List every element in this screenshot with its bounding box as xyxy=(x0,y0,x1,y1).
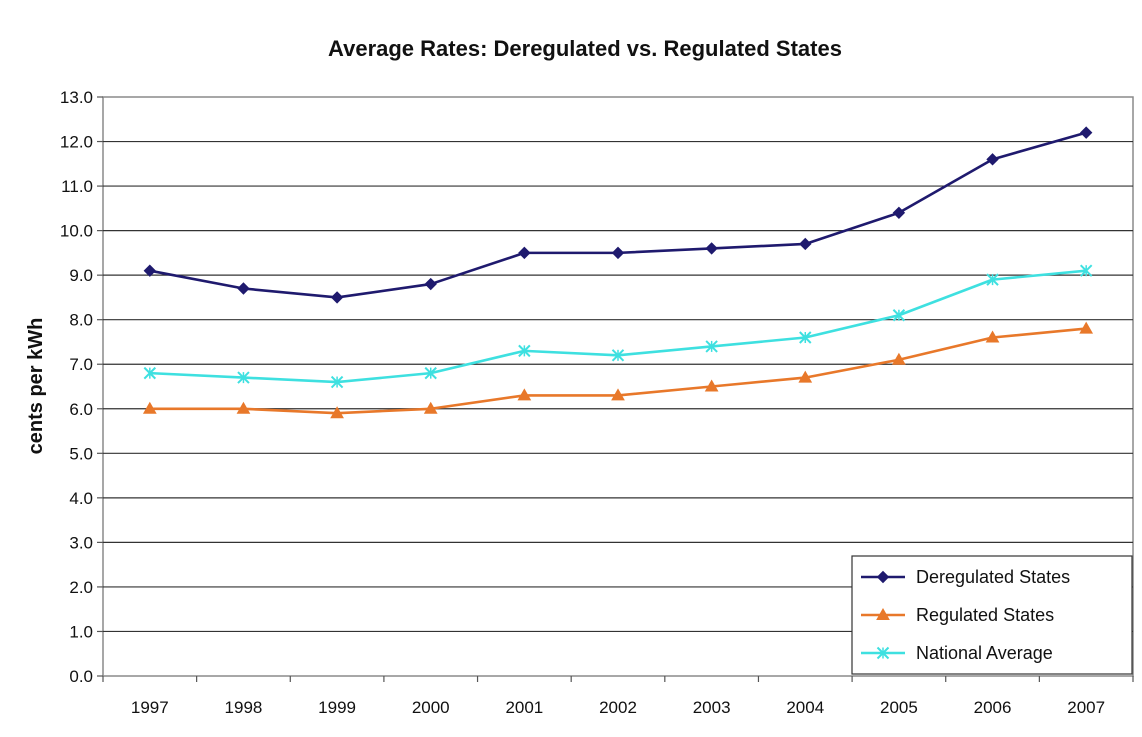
data-point-national-average xyxy=(705,340,718,353)
data-point-national-average xyxy=(986,273,999,286)
data-point-national-average xyxy=(424,366,437,380)
data-point-regulated-states xyxy=(798,370,813,383)
data-point-deregulated-states xyxy=(892,206,906,220)
data-point-national-average xyxy=(518,344,531,358)
data-point-deregulated-states xyxy=(518,246,531,260)
data-point-deregulated-states xyxy=(330,291,344,304)
y-tick-label: 13.0 xyxy=(60,88,93,107)
data-point-deregulated-states xyxy=(799,237,812,251)
data-point-regulated-states xyxy=(517,388,532,401)
data-point-deregulated-states xyxy=(143,264,157,277)
data-point-national-average xyxy=(143,366,157,380)
x-tick-label: 2001 xyxy=(505,698,543,717)
legend-label-deregulated-states: Deregulated States xyxy=(916,567,1070,587)
y-tick-label: 6.0 xyxy=(69,400,93,419)
data-point-national-average xyxy=(799,331,812,344)
y-tick-label: 4.0 xyxy=(69,489,93,508)
y-tick-label: 5.0 xyxy=(69,444,93,463)
data-point-regulated-states xyxy=(704,379,719,392)
data-point-deregulated-states xyxy=(611,246,625,260)
y-tick-label: 0.0 xyxy=(69,667,93,686)
chart-title: Average Rates: Deregulated vs. Regulated… xyxy=(328,36,842,61)
y-tick-label: 12.0 xyxy=(60,133,93,152)
y-axis-title: cents per kWh xyxy=(25,318,47,455)
y-tick-label: 9.0 xyxy=(69,266,93,285)
x-tick-label: 2000 xyxy=(412,698,450,717)
data-point-national-average xyxy=(892,309,906,322)
legend-box xyxy=(851,555,1133,675)
data-point-regulated-states xyxy=(236,401,251,414)
y-tick-label: 2.0 xyxy=(69,578,93,597)
x-tick-label: 2006 xyxy=(974,698,1012,717)
y-tick-label: 7.0 xyxy=(69,355,93,374)
data-point-deregulated-states xyxy=(705,242,718,255)
data-point-regulated-states xyxy=(423,401,438,414)
y-tick-label: 3.0 xyxy=(69,533,93,552)
x-tick-label: 2002 xyxy=(599,698,637,717)
legend-marker-national-average xyxy=(876,646,890,660)
data-point-deregulated-states xyxy=(424,277,437,291)
y-tick-label: 8.0 xyxy=(69,311,93,330)
data-point-regulated-states xyxy=(1079,321,1094,334)
data-point-deregulated-states xyxy=(237,282,250,295)
x-tick-label: 2005 xyxy=(880,698,918,717)
data-point-national-average xyxy=(611,349,625,362)
legend-marker-regulated-states xyxy=(876,607,890,620)
y-tick-label: 11.0 xyxy=(61,177,93,196)
x-tick-label: 1997 xyxy=(131,698,169,717)
y-tick-label: 10.0 xyxy=(60,222,93,241)
x-tick-label: 2004 xyxy=(786,698,824,717)
y-tick-label: 1.0 xyxy=(69,622,93,641)
data-point-regulated-states xyxy=(892,352,906,365)
data-point-deregulated-states xyxy=(1079,126,1093,139)
x-tick-label: 2007 xyxy=(1067,698,1105,717)
data-point-national-average xyxy=(1079,264,1093,277)
data-point-regulated-states xyxy=(611,388,625,401)
legend-label-national-average: National Average xyxy=(916,643,1053,663)
x-tick-label: 1999 xyxy=(318,698,356,717)
x-tick-label: 2003 xyxy=(693,698,731,717)
legend-marker-deregulated-states xyxy=(876,570,890,584)
x-tick-label: 1998 xyxy=(225,698,263,717)
data-point-national-average xyxy=(330,375,344,389)
data-point-regulated-states xyxy=(142,401,157,414)
data-point-deregulated-states xyxy=(986,153,999,166)
data-point-national-average xyxy=(237,371,250,384)
plot-area: 0.0 1.0 2.0 3.0 4.0 5.0 6.0 7.0 8.0 9.0 10.0 11.0 12… xyxy=(60,88,1134,717)
data-point-regulated-states xyxy=(330,406,344,419)
legend-label-regulated-states: Regulated States xyxy=(916,605,1054,625)
legend: Deregulated States Regulated States Nation… xyxy=(851,555,1133,675)
data-point-regulated-states xyxy=(985,330,1000,343)
